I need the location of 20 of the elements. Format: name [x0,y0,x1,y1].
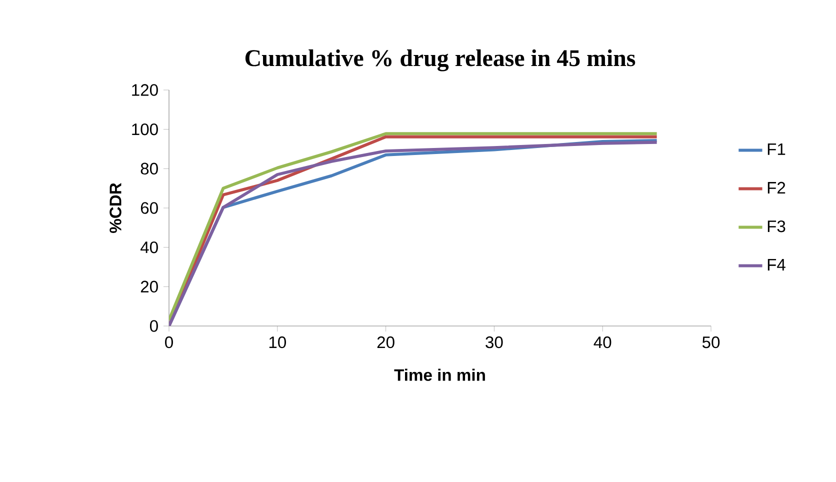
y-tick-label: 40 [140,241,158,254]
x-tick-label: 20 [377,336,394,348]
y-axis-title: %CDR [110,182,122,233]
x-tick-label: 30 [486,336,503,348]
x-tick-label: 50 [702,336,720,348]
y-tick-label: 80 [140,162,158,175]
legend-label: F3 [768,220,786,232]
legend-label: F1 [768,143,786,155]
y-tick-label: 120 [132,84,158,96]
y-tick-label: 100 [132,123,158,136]
chart-title: Cumulative % drug release in 45 mins [245,49,636,72]
legend-label: F2 [768,182,786,194]
y-tick-label: 20 [140,280,158,293]
x-tick-label: 40 [594,336,612,348]
legend-label: F4 [768,259,786,270]
x-tick-label: 10 [269,336,286,348]
x-axis-title: Time in min [394,368,485,381]
y-tick-label: 0 [150,320,158,332]
x-tick-label: 0 [165,336,173,348]
y-tick-label: 60 [140,202,158,214]
